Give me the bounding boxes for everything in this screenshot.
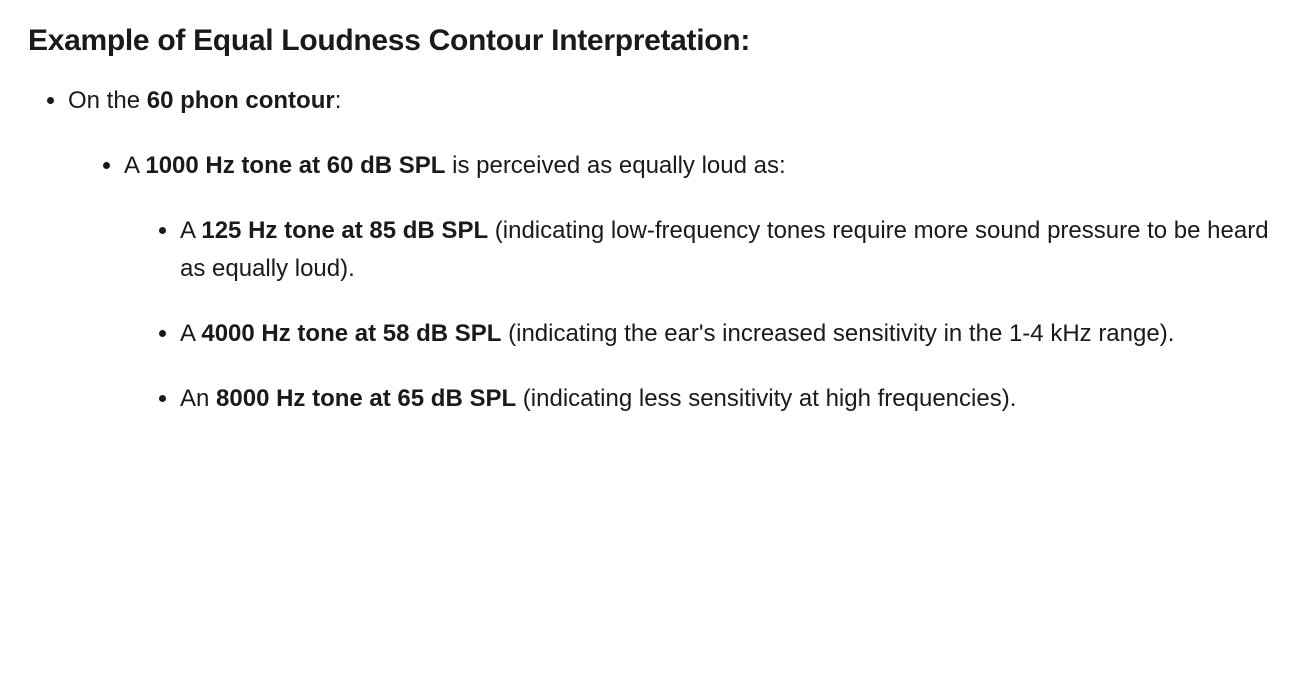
text-emphasis: 60 phon contour [147, 87, 335, 114]
text-prefix: An [180, 385, 216, 412]
text-prefix: A [180, 217, 201, 244]
list-item: A 1000 Hz tone at 60 dB SPL is perceived… [124, 147, 1278, 417]
text-emphasis: 125 Hz tone at 85 dB SPL [201, 217, 488, 244]
list-item: A 4000 Hz tone at 58 dB SPL (indicating … [180, 315, 1278, 352]
text-emphasis: 8000 Hz tone at 65 dB SPL [216, 385, 516, 412]
bullet-list-level-3: A 125 Hz tone at 85 dB SPL (indicating l… [124, 212, 1278, 417]
text-prefix: A [180, 320, 201, 347]
bullet-list-level-1: On the 60 phon contour: A 1000 Hz tone a… [28, 82, 1278, 417]
text-emphasis: 4000 Hz tone at 58 dB SPL [201, 320, 501, 347]
text-suffix: (indicating the ear's increased sensitiv… [501, 320, 1174, 347]
list-item: An 8000 Hz tone at 65 dB SPL (indicating… [180, 380, 1278, 417]
text-suffix: : [335, 87, 342, 114]
bullet-list-level-2: A 1000 Hz tone at 60 dB SPL is perceived… [68, 147, 1278, 417]
text-suffix: is perceived as equally loud as: [445, 152, 785, 179]
text-suffix: (indicating less sensitivity at high fre… [516, 385, 1016, 412]
list-item: A 125 Hz tone at 85 dB SPL (indicating l… [180, 212, 1278, 286]
text-prefix: On the [68, 87, 147, 114]
text-prefix: A [124, 152, 145, 179]
text-emphasis: 1000 Hz tone at 60 dB SPL [145, 152, 445, 179]
list-item: On the 60 phon contour: A 1000 Hz tone a… [68, 82, 1278, 417]
section-heading: Example of Equal Loudness Contour Interp… [28, 24, 1278, 58]
